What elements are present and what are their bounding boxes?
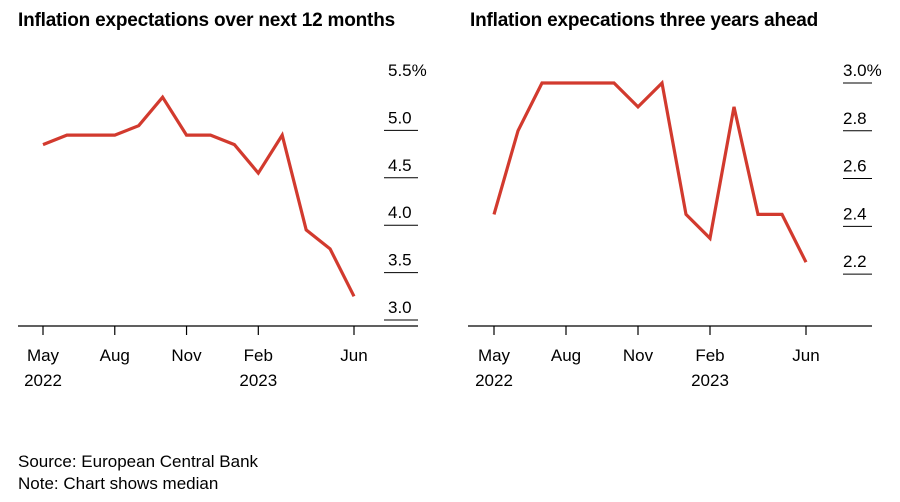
- x-tick-label: May: [27, 346, 60, 365]
- x-tick-year-label: 2022: [475, 371, 513, 390]
- y-tick-label: 4.0: [388, 203, 412, 222]
- x-tick-label: Feb: [695, 346, 724, 365]
- chart1-plot: 5.5% 5.0 4.5 4.0 3.5 3.0 May 2022 Aug Nov Feb 2023 J…: [18, 61, 427, 390]
- median-note: Note: Chart shows median: [18, 474, 219, 493]
- x-tick-label: Aug: [100, 346, 130, 365]
- series-line: [492, 79, 808, 263]
- y-tick-label: 3.0: [388, 298, 412, 317]
- x-tick-label: Jun: [340, 346, 367, 365]
- y-tick-label: 5.0: [388, 108, 412, 127]
- series-line: [42, 94, 356, 298]
- y-tick-label: 2.2: [843, 252, 867, 271]
- y-tick-label: 2.4: [843, 204, 867, 223]
- chart2-plot: 3.0% 2.8 2.6 2.4 2.2 May 2022 Aug Nov Feb 2023 Jun: [468, 61, 882, 390]
- y-tick-label: 2.6: [843, 157, 867, 176]
- x-tick-label: Nov: [171, 346, 202, 365]
- x-tick-label: Feb: [244, 346, 273, 365]
- x-tick-year-label: 2022: [24, 371, 62, 390]
- x-tick-label: May: [478, 346, 511, 365]
- y-tick-label: 3.5: [388, 251, 412, 270]
- x-tick-label: Nov: [623, 346, 654, 365]
- x-tick-label: Jun: [792, 346, 819, 365]
- x-tick-label: Aug: [551, 346, 581, 365]
- y-tick-label: 2.8: [843, 109, 867, 128]
- x-tick-year-label: 2023: [239, 371, 277, 390]
- y-tick-label: 4.5: [388, 156, 412, 175]
- x-tick-year-label: 2023: [691, 371, 729, 390]
- source-note: Source: European Central Bank: [18, 452, 259, 471]
- y-tick-label: 5.5%: [388, 61, 427, 80]
- chart1-title: Inflation expectations over next 12 mont…: [18, 10, 395, 31]
- chart2-title: Inflation expecations three years ahead: [470, 10, 819, 31]
- y-tick-label: 3.0%: [843, 61, 882, 80]
